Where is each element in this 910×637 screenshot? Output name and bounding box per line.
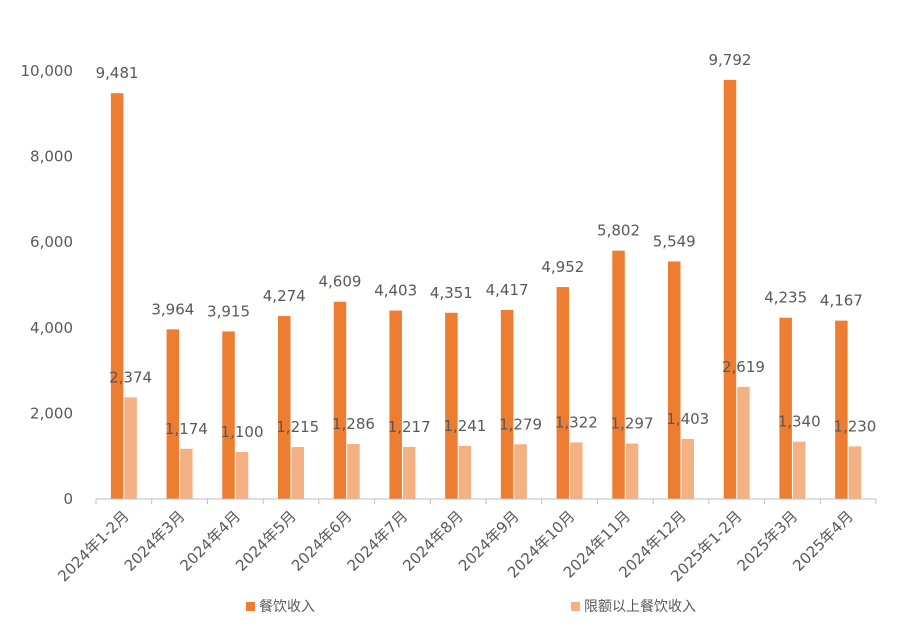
bar-series-2 (458, 445, 472, 499)
bar-series-1 (835, 320, 848, 499)
data-label-series-2: 1,241 (443, 417, 486, 435)
bar-series-1 (779, 317, 792, 499)
bar-series-1 (389, 310, 402, 499)
bar-series-1 (222, 331, 235, 499)
data-label-series-2: 1,100 (221, 423, 264, 441)
bar-series-2 (681, 438, 694, 499)
bar-series-2 (347, 443, 360, 499)
y-tick-label: 4,000 (30, 319, 73, 337)
data-label-series-1: 5,549 (653, 233, 696, 251)
x-tick-label: 2025年4月 (789, 507, 857, 575)
data-label-series-1: 4,167 (820, 292, 863, 310)
data-label-series-1: 4,235 (764, 289, 807, 307)
bar-series-1 (612, 250, 625, 499)
bar-series-1 (333, 301, 347, 499)
data-label-series-1: 3,964 (151, 300, 194, 318)
data-label-series-1: 9,792 (708, 51, 751, 69)
bar-series-1 (668, 261, 681, 499)
data-label-series-2: 1,286 (332, 415, 375, 433)
bar-series-2 (514, 444, 527, 499)
y-tick-label: 10,000 (21, 62, 74, 80)
bar-series-2 (848, 446, 862, 499)
bar-series-1 (445, 312, 458, 499)
data-label-series-2: 1,174 (165, 420, 208, 438)
bars (110, 79, 862, 500)
y-axis: 0 2,000 4,000 6,000 8,000 10,000 (21, 62, 74, 508)
data-label-series-2: 1,340 (778, 413, 821, 431)
bar-series-2 (625, 443, 639, 499)
bar-series-2 (570, 442, 583, 499)
legend-swatch-series-2 (571, 601, 580, 611)
bar-series-2 (124, 397, 137, 499)
data-label-series-1: 9,481 (96, 64, 139, 82)
data-label-series-2: 1,322 (555, 413, 598, 431)
legend-swatch-series-1 (246, 601, 255, 611)
data-label-series-2: 1,230 (833, 417, 876, 435)
bar-series-2 (180, 448, 193, 499)
bar-series-2 (737, 386, 750, 499)
data-label-series-1: 4,609 (318, 273, 361, 291)
bar-series-2 (235, 451, 249, 499)
bar-series-2 (792, 441, 806, 499)
bar-series-1 (723, 79, 737, 499)
data-label-series-2: 2,619 (722, 358, 765, 376)
data-label-series-2: 1,279 (499, 415, 542, 433)
legend-label-series-2: 限额以上餐饮收入 (584, 599, 696, 615)
x-axis: 2024年1-2月2024年3月2024年4月2024年5月2024年6月202… (54, 498, 877, 585)
data-label-series-2: 1,297 (611, 414, 654, 432)
y-tick-label: 0 (63, 490, 73, 508)
legend-label-series-1: 餐饮收入 (259, 599, 315, 615)
data-label-series-1: 5,802 (597, 222, 640, 240)
legend-item-series-1: 餐饮收入 (246, 596, 315, 616)
data-label-series-2: 1,217 (388, 418, 431, 436)
y-tick-label: 2,000 (30, 404, 73, 422)
data-label-series-2: 1,215 (276, 418, 319, 436)
bar-series-2 (402, 446, 416, 499)
bar-series-1 (278, 316, 291, 499)
data-label-series-2: 2,374 (109, 368, 152, 386)
data-label-series-1: 4,351 (430, 284, 473, 302)
bar-series-2 (291, 446, 304, 499)
bar-series-1 (500, 309, 514, 499)
bar-series-1 (556, 287, 570, 499)
data-label-series-2: 1,403 (666, 410, 709, 428)
data-label-series-1: 4,403 (374, 282, 417, 300)
data-label-series-1: 4,417 (486, 281, 529, 299)
y-tick-label: 6,000 (30, 233, 73, 251)
legend-item-series-2: 限额以上餐饮收入 (571, 596, 696, 616)
bar-series-1 (166, 329, 180, 499)
data-labels: 9,481 3,964 3,915 4,274 4,609 4,403 4,351 4,417… (96, 51, 877, 441)
y-tick-label: 8,000 (30, 148, 73, 166)
data-label-series-1: 4,952 (541, 258, 584, 276)
x-tick-label: 2024年1-2月 (54, 507, 132, 585)
data-label-series-1: 3,915 (207, 302, 250, 320)
bar-series-1 (110, 93, 124, 500)
data-label-series-1: 4,274 (263, 287, 306, 305)
